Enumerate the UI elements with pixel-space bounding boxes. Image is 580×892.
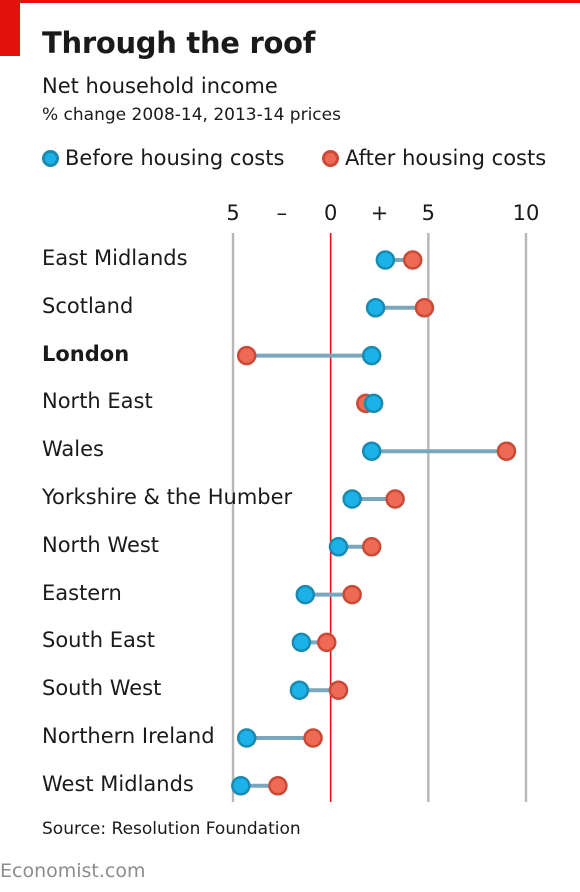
- after-dot: [236, 345, 257, 366]
- before-dot: [342, 489, 362, 509]
- after-dot: [317, 632, 337, 653]
- after-dot: [342, 584, 362, 605]
- x-tick-label: +: [371, 201, 389, 225]
- legend-before: Before housing costs: [42, 146, 284, 170]
- before-dot: [375, 250, 396, 270]
- source-note: Source: Resolution Foundation: [42, 819, 301, 839]
- after-dot: [402, 250, 423, 270]
- before-dot: [361, 345, 382, 366]
- x-tick-label: 0: [324, 201, 337, 225]
- legend-after-label: After housing costs: [345, 146, 547, 170]
- after-dot: [303, 728, 323, 748]
- after-dot: [385, 489, 405, 509]
- before-dot: [295, 584, 316, 605]
- category-label: South East: [42, 628, 156, 653]
- category-label: London: [42, 341, 130, 366]
- category-label: North East: [42, 389, 153, 414]
- brand-footer: Economist.com: [0, 860, 146, 882]
- x-tick-label: 5: [422, 201, 435, 225]
- after-dot: [496, 441, 517, 461]
- before-dot: [236, 728, 257, 748]
- chart-title: Through the roof: [42, 26, 316, 60]
- brand-red-tag: [0, 0, 20, 56]
- category-label: North West: [42, 532, 160, 557]
- before-dot: [328, 537, 349, 557]
- before-dot: [291, 632, 312, 653]
- category-label: West Midlands: [42, 771, 194, 796]
- before-dot: [365, 298, 386, 318]
- legend-after: After housing costs: [322, 146, 546, 170]
- chart-units: % change 2008-14, 2013-14 prices: [42, 105, 341, 125]
- category-label: Northern Ireland: [42, 724, 215, 748]
- after-dot: [414, 298, 435, 318]
- x-tick-label: 10: [513, 201, 540, 225]
- x-tick-label: –: [277, 201, 288, 225]
- after-dot: [328, 680, 349, 700]
- before-dot: [231, 776, 251, 796]
- legend-before-label: Before housing costs: [65, 146, 285, 170]
- category-label: Eastern: [42, 580, 122, 605]
- category-label: Wales: [42, 437, 104, 462]
- top-rule: [0, 0, 580, 3]
- before-dot: [361, 441, 382, 461]
- before-dot: [363, 393, 384, 414]
- legend-after-marker: [322, 149, 339, 167]
- category-label: Scotland: [42, 293, 134, 318]
- after-dot: [268, 776, 288, 796]
- legend-before-marker: [42, 149, 59, 167]
- category-label: Yorkshire & the Humber: [42, 485, 293, 509]
- category-label: East Midlands: [42, 246, 188, 270]
- after-dot: [361, 537, 382, 557]
- category-label: South West: [42, 676, 162, 701]
- chart-subtitle: Net household income: [42, 74, 278, 98]
- before-dot: [289, 680, 310, 700]
- x-tick-label: 5: [226, 201, 239, 225]
